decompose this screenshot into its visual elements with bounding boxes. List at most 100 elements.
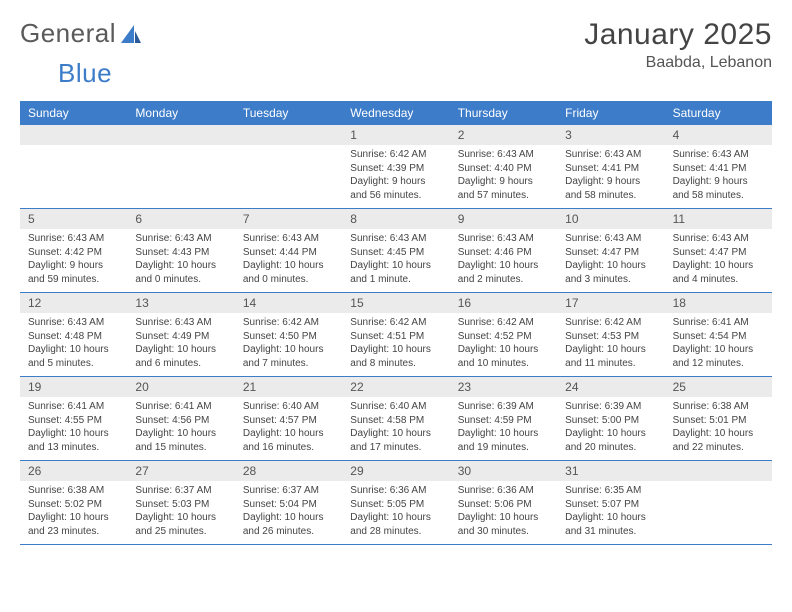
- sunrise-text: Sunrise: 6:43 AM: [135, 316, 226, 330]
- daylight-text: Daylight: 9 hours and 58 minutes.: [673, 175, 764, 202]
- sunset-text: Sunset: 4:57 PM: [243, 414, 334, 428]
- day-details: Sunrise: 6:43 AMSunset: 4:46 PMDaylight:…: [450, 229, 557, 292]
- daylight-text: Daylight: 9 hours and 57 minutes.: [458, 175, 549, 202]
- day-cell: 18Sunrise: 6:41 AMSunset: 4:54 PMDayligh…: [665, 293, 772, 376]
- day-cell: 19Sunrise: 6:41 AMSunset: 4:55 PMDayligh…: [20, 377, 127, 460]
- day-details: Sunrise: 6:37 AMSunset: 5:04 PMDaylight:…: [235, 481, 342, 544]
- sunset-text: Sunset: 5:06 PM: [458, 498, 549, 512]
- sunset-text: Sunset: 4:54 PM: [673, 330, 764, 344]
- day-details: Sunrise: 6:42 AMSunset: 4:51 PMDaylight:…: [342, 313, 449, 376]
- sunset-text: Sunset: 5:05 PM: [350, 498, 441, 512]
- daylight-text: Daylight: 9 hours and 59 minutes.: [28, 259, 119, 286]
- day-number: 13: [127, 293, 234, 313]
- day-details: Sunrise: 6:43 AMSunset: 4:47 PMDaylight:…: [665, 229, 772, 292]
- day-number: 7: [235, 209, 342, 229]
- day-number: 22: [342, 377, 449, 397]
- day-cell: 22Sunrise: 6:40 AMSunset: 4:58 PMDayligh…: [342, 377, 449, 460]
- sunrise-text: Sunrise: 6:43 AM: [565, 148, 656, 162]
- day-details: Sunrise: 6:41 AMSunset: 4:56 PMDaylight:…: [127, 397, 234, 460]
- sunset-text: Sunset: 5:07 PM: [565, 498, 656, 512]
- sunset-text: Sunset: 4:52 PM: [458, 330, 549, 344]
- sunset-text: Sunset: 4:58 PM: [350, 414, 441, 428]
- day-cell: [235, 125, 342, 208]
- week-row: 19Sunrise: 6:41 AMSunset: 4:55 PMDayligh…: [20, 377, 772, 461]
- day-details: Sunrise: 6:39 AMSunset: 5:00 PMDaylight:…: [557, 397, 664, 460]
- logo-sail-icon: [120, 24, 142, 44]
- day-cell: 16Sunrise: 6:42 AMSunset: 4:52 PMDayligh…: [450, 293, 557, 376]
- sunset-text: Sunset: 5:02 PM: [28, 498, 119, 512]
- weekday-monday: Monday: [127, 101, 234, 125]
- daylight-text: Daylight: 10 hours and 2 minutes.: [458, 259, 549, 286]
- day-number: 15: [342, 293, 449, 313]
- day-number: 14: [235, 293, 342, 313]
- daylight-text: Daylight: 9 hours and 56 minutes.: [350, 175, 441, 202]
- day-details: Sunrise: 6:42 AMSunset: 4:52 PMDaylight:…: [450, 313, 557, 376]
- logo-text-blue: Blue: [58, 58, 112, 88]
- day-details: Sunrise: 6:41 AMSunset: 4:55 PMDaylight:…: [20, 397, 127, 460]
- sunrise-text: Sunrise: 6:43 AM: [673, 148, 764, 162]
- day-details: Sunrise: 6:36 AMSunset: 5:06 PMDaylight:…: [450, 481, 557, 544]
- sunrise-text: Sunrise: 6:42 AM: [350, 316, 441, 330]
- day-details: Sunrise: 6:43 AMSunset: 4:45 PMDaylight:…: [342, 229, 449, 292]
- daylight-text: Daylight: 9 hours and 58 minutes.: [565, 175, 656, 202]
- sunset-text: Sunset: 5:01 PM: [673, 414, 764, 428]
- day-number: [235, 125, 342, 145]
- day-details: Sunrise: 6:43 AMSunset: 4:41 PMDaylight:…: [665, 145, 772, 208]
- week-row: 12Sunrise: 6:43 AMSunset: 4:48 PMDayligh…: [20, 293, 772, 377]
- day-cell: 10Sunrise: 6:43 AMSunset: 4:47 PMDayligh…: [557, 209, 664, 292]
- sunset-text: Sunset: 4:48 PM: [28, 330, 119, 344]
- day-cell: 26Sunrise: 6:38 AMSunset: 5:02 PMDayligh…: [20, 461, 127, 544]
- day-number: 8: [342, 209, 449, 229]
- day-number: 10: [557, 209, 664, 229]
- day-cell: 1Sunrise: 6:42 AMSunset: 4:39 PMDaylight…: [342, 125, 449, 208]
- day-number: 27: [127, 461, 234, 481]
- day-cell: 23Sunrise: 6:39 AMSunset: 4:59 PMDayligh…: [450, 377, 557, 460]
- week-row: 1Sunrise: 6:42 AMSunset: 4:39 PMDaylight…: [20, 125, 772, 209]
- day-number: 11: [665, 209, 772, 229]
- day-details: Sunrise: 6:43 AMSunset: 4:40 PMDaylight:…: [450, 145, 557, 208]
- daylight-text: Daylight: 10 hours and 19 minutes.: [458, 427, 549, 454]
- day-cell: 2Sunrise: 6:43 AMSunset: 4:40 PMDaylight…: [450, 125, 557, 208]
- day-cell: 21Sunrise: 6:40 AMSunset: 4:57 PMDayligh…: [235, 377, 342, 460]
- day-cell: 14Sunrise: 6:42 AMSunset: 4:50 PMDayligh…: [235, 293, 342, 376]
- sunset-text: Sunset: 4:45 PM: [350, 246, 441, 260]
- day-details: Sunrise: 6:42 AMSunset: 4:53 PMDaylight:…: [557, 313, 664, 376]
- day-cell: 11Sunrise: 6:43 AMSunset: 4:47 PMDayligh…: [665, 209, 772, 292]
- month-title: January 2025: [584, 18, 772, 52]
- daylight-text: Daylight: 10 hours and 6 minutes.: [135, 343, 226, 370]
- sunrise-text: Sunrise: 6:41 AM: [673, 316, 764, 330]
- day-details: Sunrise: 6:42 AMSunset: 4:39 PMDaylight:…: [342, 145, 449, 208]
- sunrise-text: Sunrise: 6:41 AM: [135, 400, 226, 414]
- day-cell: 17Sunrise: 6:42 AMSunset: 4:53 PMDayligh…: [557, 293, 664, 376]
- day-cell: 7Sunrise: 6:43 AMSunset: 4:44 PMDaylight…: [235, 209, 342, 292]
- day-cell: 30Sunrise: 6:36 AMSunset: 5:06 PMDayligh…: [450, 461, 557, 544]
- day-number: 12: [20, 293, 127, 313]
- logo-text-general: General: [20, 18, 116, 49]
- day-number: 5: [20, 209, 127, 229]
- day-number: 20: [127, 377, 234, 397]
- day-number: 9: [450, 209, 557, 229]
- sunrise-text: Sunrise: 6:41 AM: [28, 400, 119, 414]
- day-number: [665, 461, 772, 481]
- daylight-text: Daylight: 10 hours and 26 minutes.: [243, 511, 334, 538]
- daylight-text: Daylight: 10 hours and 20 minutes.: [565, 427, 656, 454]
- sunset-text: Sunset: 4:46 PM: [458, 246, 549, 260]
- daylight-text: Daylight: 10 hours and 3 minutes.: [565, 259, 656, 286]
- day-details: Sunrise: 6:40 AMSunset: 4:58 PMDaylight:…: [342, 397, 449, 460]
- day-number: 25: [665, 377, 772, 397]
- sunrise-text: Sunrise: 6:36 AM: [458, 484, 549, 498]
- day-details: Sunrise: 6:41 AMSunset: 4:54 PMDaylight:…: [665, 313, 772, 376]
- sunset-text: Sunset: 4:43 PM: [135, 246, 226, 260]
- day-number: 3: [557, 125, 664, 145]
- daylight-text: Daylight: 10 hours and 31 minutes.: [565, 511, 656, 538]
- sunrise-text: Sunrise: 6:37 AM: [135, 484, 226, 498]
- sunset-text: Sunset: 4:53 PM: [565, 330, 656, 344]
- day-details: Sunrise: 6:43 AMSunset: 4:43 PMDaylight:…: [127, 229, 234, 292]
- sunrise-text: Sunrise: 6:43 AM: [28, 316, 119, 330]
- day-cell: 5Sunrise: 6:43 AMSunset: 4:42 PMDaylight…: [20, 209, 127, 292]
- sunset-text: Sunset: 4:42 PM: [28, 246, 119, 260]
- daylight-text: Daylight: 10 hours and 0 minutes.: [243, 259, 334, 286]
- day-cell: 25Sunrise: 6:38 AMSunset: 5:01 PMDayligh…: [665, 377, 772, 460]
- sunset-text: Sunset: 4:47 PM: [673, 246, 764, 260]
- daylight-text: Daylight: 10 hours and 8 minutes.: [350, 343, 441, 370]
